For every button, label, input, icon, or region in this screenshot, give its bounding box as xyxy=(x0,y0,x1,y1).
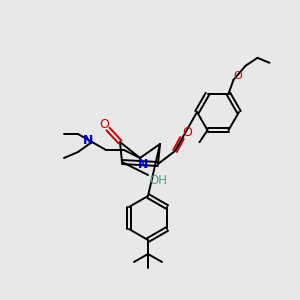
Text: N: N xyxy=(83,134,93,148)
Text: O: O xyxy=(182,127,192,140)
Text: OH: OH xyxy=(149,173,167,187)
Text: O: O xyxy=(233,71,242,81)
Text: O: O xyxy=(99,118,109,130)
Text: N: N xyxy=(138,158,148,170)
